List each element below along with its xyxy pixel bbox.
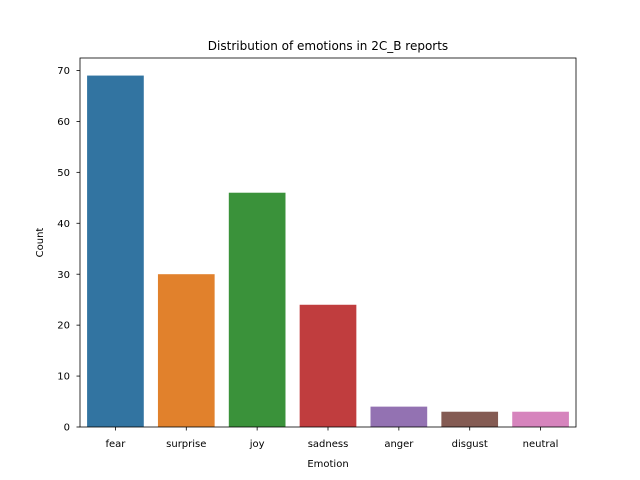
x-axis-label: Emotion [307, 459, 348, 470]
chart-title: Distribution of emotions in 2C_B reports [208, 39, 448, 53]
bar-surprise [157, 274, 215, 427]
x-tick-label-disgust: disgust [452, 439, 488, 450]
y-tick-label-10: 10 [57, 372, 70, 383]
x-axis: fear surprise joy sadness anger disgust neutra… [105, 427, 558, 450]
y-axis-label: Count [35, 228, 46, 258]
y-tick-label-40: 40 [57, 219, 70, 230]
y-tick-label-50: 50 [57, 168, 70, 179]
x-tick-label-joy: joy [249, 439, 265, 450]
y-tick-label-20: 20 [57, 321, 70, 332]
bar-neutral [512, 411, 569, 427]
bars-group [87, 75, 569, 427]
x-tick-label-fear: fear [105, 439, 126, 450]
bar-joy [228, 192, 286, 427]
y-tick-label-60: 60 [57, 117, 70, 128]
x-tick-label-sadness: sadness [308, 439, 349, 450]
bar-anger [370, 406, 428, 427]
x-tick-label-neutral: neutral [523, 439, 559, 450]
bar-disgust [441, 411, 499, 427]
bar-fear [87, 75, 144, 427]
y-tick-label-0: 0 [64, 423, 70, 434]
y-tick-label-30: 30 [57, 270, 70, 281]
y-tick-label-70: 70 [57, 66, 70, 77]
y-axis: 0 10 20 30 40 50 60 70 [57, 66, 80, 434]
x-tick-label-anger: anger [384, 439, 414, 450]
bar-sadness [299, 304, 357, 427]
x-tick-label-surprise: surprise [166, 439, 206, 450]
